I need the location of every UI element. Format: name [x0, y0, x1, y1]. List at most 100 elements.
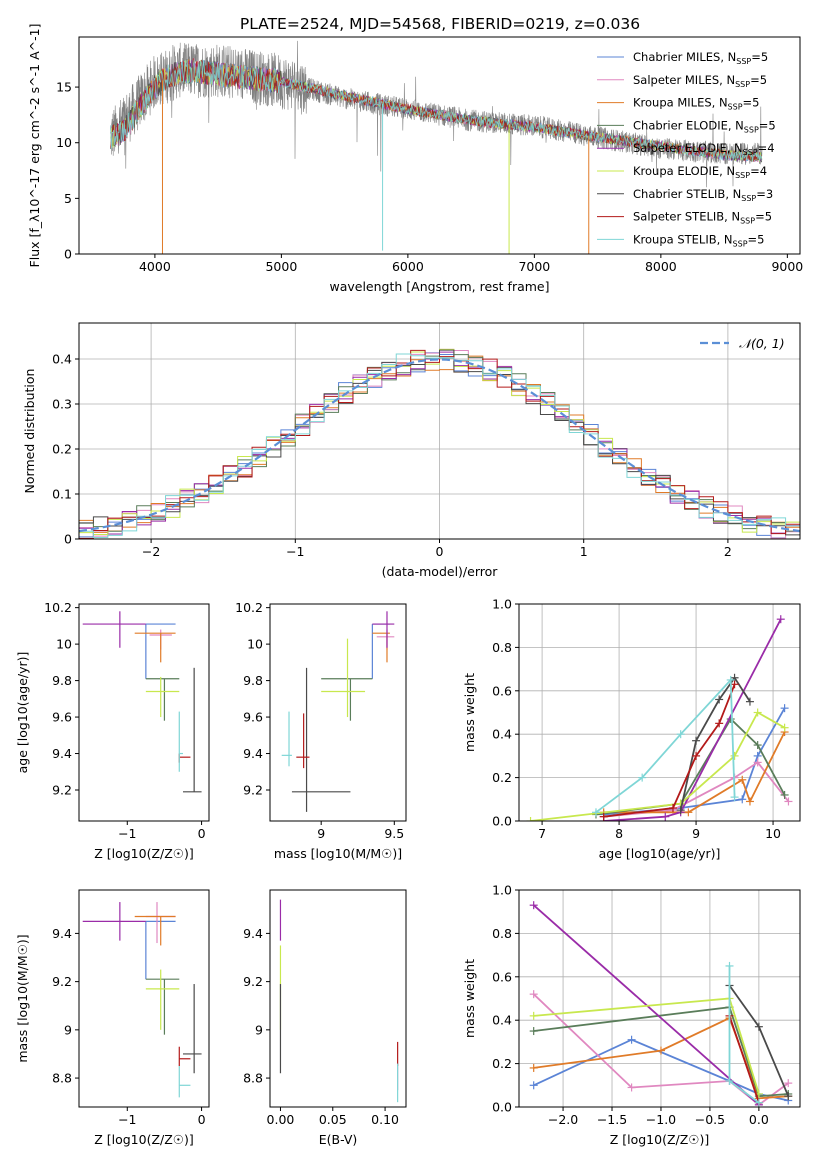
panel-spectrum: 4000 5000 6000 7000 8000 9000 0 5 10 15 wavelength…: [27, 24, 803, 294]
plot-area-weight-vs-age: [526, 615, 793, 821]
x-tick-label: −1.0: [646, 1112, 676, 1127]
y-axis-label: mass weight: [462, 959, 477, 1038]
x-tick-label: 9000: [771, 259, 803, 274]
x-tick-label: 0.0: [749, 1112, 769, 1127]
weight-line-7: [728, 1015, 760, 1103]
x-tick-label: −1: [118, 1112, 136, 1127]
x-tick-label: 10: [765, 826, 781, 841]
y-tick-label: 10: [56, 637, 72, 652]
x-axis-label: Z [log10(Z/Z☉)]: [94, 846, 194, 861]
axes-frame: [518, 603, 801, 822]
x-tick-label: 9: [692, 826, 700, 841]
y-tick-label: 9.4: [52, 926, 72, 941]
y-tick-label: 0.2: [492, 1056, 512, 1071]
x-tick-label: 7000: [518, 259, 550, 274]
y-tick-label: 9.2: [52, 783, 72, 798]
y-tick-label: 1.0: [492, 597, 512, 612]
y-tick-label: 9.2: [52, 974, 72, 989]
legend-entry: Chabrier ELODIE, NSSP=5: [633, 118, 776, 134]
y-tick-label: 1.0: [492, 883, 512, 898]
x-tick-label: 7: [538, 826, 546, 841]
y-axis-label: mass [log10(M/M☉)]: [15, 934, 30, 1062]
x-tick-label: −2.0: [548, 1112, 578, 1127]
legend-entry: Kroupa STELIB, NSSP=5: [633, 232, 764, 248]
plot-area-mass-vs-z: [82, 902, 202, 1098]
x-axis-label: Z [log10(Z/Z☉)]: [610, 1132, 710, 1147]
x-tick-label: 8: [615, 826, 623, 841]
x-tick-label: −2: [142, 544, 160, 559]
y-tick-label: 0.6: [492, 969, 512, 984]
y-tick-label: 8.8: [52, 1071, 72, 1086]
weight-line-3: [533, 1006, 789, 1098]
legend-entry: Chabrier MILES, NSSP=5: [633, 50, 768, 66]
x-tick-label: 8000: [645, 259, 677, 274]
y-axis-label: mass weight: [462, 673, 477, 752]
y-tick-label: 8.8: [243, 1071, 263, 1086]
x-tick-label: 6000: [392, 259, 424, 274]
y-tick-label: 15: [56, 80, 72, 95]
plot-area-spectrum: [110, 40, 763, 254]
y-tick-label: 0.4: [492, 1013, 512, 1028]
panel-mass-vs-z: −1 0 8.8 9 9.2 9.4 Z [log10(Z/Z☉)] mass [log10(…: [15, 889, 210, 1147]
panel-age-vs-z: −1 0 9.2 9.4 9.6 9.8 10 10.2 Z [log10(Z/Z☉)] age …: [15, 600, 210, 861]
legend-entry: Kroupa MILES, NSSP=5: [633, 96, 759, 112]
y-tick-label: 0.3: [52, 397, 72, 412]
x-tick-label: 0.10: [371, 1112, 399, 1127]
plot-area-residuals: [79, 348, 800, 539]
y-tick-label: 10.2: [44, 600, 72, 615]
y-tick-label: 0: [64, 247, 72, 262]
y-tick-label: 9.4: [52, 746, 72, 761]
y-tick-label: 9.2: [243, 974, 263, 989]
y-tick-label: 10.2: [235, 600, 263, 615]
y-tick-label: 0.4: [52, 352, 72, 367]
y-tick-label: 9: [255, 1022, 263, 1037]
axes-frame: [78, 889, 210, 1108]
legend-entry: 𝒩(0, 1): [739, 336, 785, 351]
model-spectrum-8: [110, 59, 763, 162]
x-axis-label: Z [log10(Z/Z☉)]: [94, 1132, 194, 1147]
y-tick-label: 10: [247, 637, 263, 652]
y-tick-label: 0.8: [492, 640, 512, 655]
y-tick-label: 9.8: [243, 673, 263, 688]
panel-weight-vs-age: 7 8 9 10 0.0 0.2 0.4 0.6 0.8 1.0 age [log10(age/yr…: [462, 597, 801, 861]
weight-line-4: [603, 618, 782, 821]
x-tick-label: −1: [118, 826, 136, 841]
x-tick-label: 9: [317, 826, 325, 841]
plot-area-weight-vs-z: [529, 901, 793, 1107]
legend-entry: Salpeter ELODIE, NSSP=4: [633, 141, 775, 157]
y-tick-label: 0.2: [52, 442, 72, 457]
axes-frame: [518, 889, 801, 1108]
y-tick-label: 10: [56, 135, 72, 150]
x-tick-label: −0.5: [695, 1112, 725, 1127]
y-tick-label: 9.6: [52, 710, 72, 725]
y-tick-label: 0.8: [492, 926, 512, 941]
panel-weight-vs-z: −2.0 −1.5 −1.0 −0.5 0.0 0.0 0.2 0.4 0.6 0.8 1.0 Z […: [462, 883, 801, 1147]
legend-entry: Kroupa ELODIE, NSSP=4: [633, 164, 767, 180]
y-tick-label: 0.0: [492, 1100, 512, 1115]
weight-line-5: [530, 711, 786, 821]
y-axis-label: Normed distribution: [22, 369, 37, 494]
x-tick-label: −1: [286, 544, 304, 559]
y-tick-label: 0.1: [52, 487, 72, 502]
plot-area-age-vs-z: [82, 611, 202, 793]
x-tick-label: 0: [436, 544, 444, 559]
axes-frame: [78, 36, 801, 255]
x-tick-label: 0.00: [267, 1112, 295, 1127]
histogram-8: [79, 353, 800, 539]
x-tick-label: 2: [724, 544, 732, 559]
legend-entry: Salpeter MILES, NSSP=5: [633, 73, 767, 89]
y-axis-label: age [log10(age/yr)]: [15, 652, 30, 774]
x-axis-label: mass [log10(M/M☉)]: [274, 846, 402, 861]
x-axis-label: wavelength [Angstrom, rest frame]: [329, 279, 549, 294]
x-axis-label: age [log10(age/yr)]: [599, 846, 721, 861]
y-tick-label: 9.8: [52, 673, 72, 688]
gaussian-curve: [79, 358, 800, 533]
plot-area-mass-vs-ebv: [279, 899, 399, 1103]
x-tick-label: 5000: [265, 259, 297, 274]
figure-title: PLATE=2524, MJD=54568, FIBERID=0219, z=0…: [240, 15, 640, 33]
y-tick-label: 0.6: [492, 683, 512, 698]
legend: 𝒩(0, 1): [700, 336, 785, 351]
legend-entry: Chabrier STELIB, NSSP=3: [633, 187, 773, 203]
x-tick-label: 9.5: [384, 826, 404, 841]
